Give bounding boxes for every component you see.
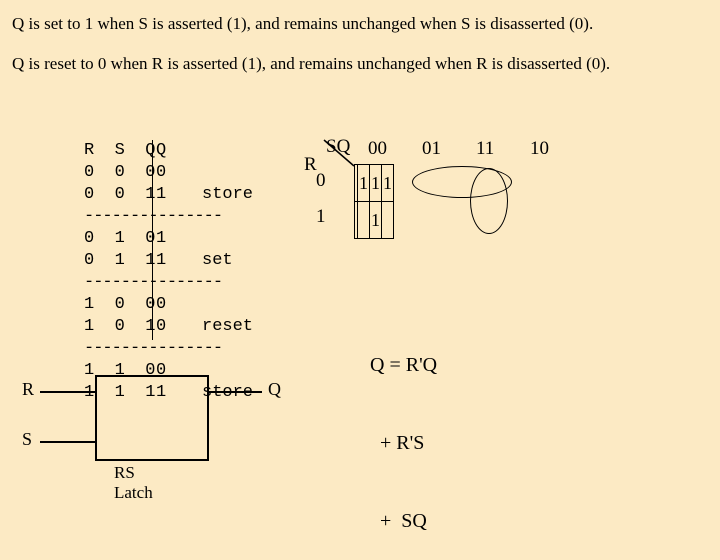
wire-r xyxy=(40,391,95,393)
latch-label: RS Latch xyxy=(114,463,153,503)
kmap-row-header: 0 xyxy=(316,170,326,192)
wire-s xyxy=(40,441,95,443)
kmap-col-header: 11 xyxy=(476,138,494,160)
boolean-equation: Q = R'Q + R'S + SQ xyxy=(370,300,437,560)
truth-table-row: 0 0 00 xyxy=(84,162,253,184)
wire-q xyxy=(207,391,262,393)
truth-table-header: R S QQ xyxy=(84,140,253,162)
kmap-cell: 1 xyxy=(358,165,370,202)
equation-line: + R'S xyxy=(370,430,437,456)
kmap-cell xyxy=(382,202,394,239)
kmap-col-header: 10 xyxy=(530,138,549,160)
kmap-cell: 1 xyxy=(370,165,382,202)
kmap-row-header: 1 xyxy=(316,206,326,228)
kmap-col-header: 01 xyxy=(422,138,441,160)
truth-table-row: 1 0 10reset xyxy=(84,316,253,338)
truth-table-separator: --------------- xyxy=(84,206,253,228)
kmap-cell xyxy=(358,202,370,239)
pin-label-s: S xyxy=(22,429,32,450)
pin-label-q: Q xyxy=(268,379,281,400)
kmap-group-oval xyxy=(470,168,508,234)
latch-box-icon xyxy=(95,375,209,461)
kmap-diagonal-icon xyxy=(322,138,358,170)
kmap-col-header: 00 xyxy=(368,138,387,160)
kmap-grid: 1 1 1 1 xyxy=(354,164,394,239)
truth-table-separator: --------------- xyxy=(84,272,253,294)
description-line-2: Q is reset to 0 when R is asserted (1), … xyxy=(12,54,610,74)
kmap-cell: 1 xyxy=(382,165,394,202)
kmap-axis-r: R xyxy=(304,154,317,176)
truth-table: R S QQ 0 0 00 0 0 11store --------------… xyxy=(84,140,253,404)
truth-table-row: 0 1 11set xyxy=(84,250,253,272)
pin-label-r: R xyxy=(22,379,34,400)
truth-table-row: 0 1 01 xyxy=(84,228,253,250)
truth-table-row: 1 0 00 xyxy=(84,294,253,316)
equation-line: Q = R'Q xyxy=(370,352,437,378)
truth-table-separator: --------------- xyxy=(84,338,253,360)
equation-line: + SQ xyxy=(370,508,437,534)
description-line-1: Q is set to 1 when S is asserted (1), an… xyxy=(12,14,593,34)
kmap-cell: 1 xyxy=(370,202,382,239)
truth-table-row: 0 0 11store xyxy=(84,184,253,206)
